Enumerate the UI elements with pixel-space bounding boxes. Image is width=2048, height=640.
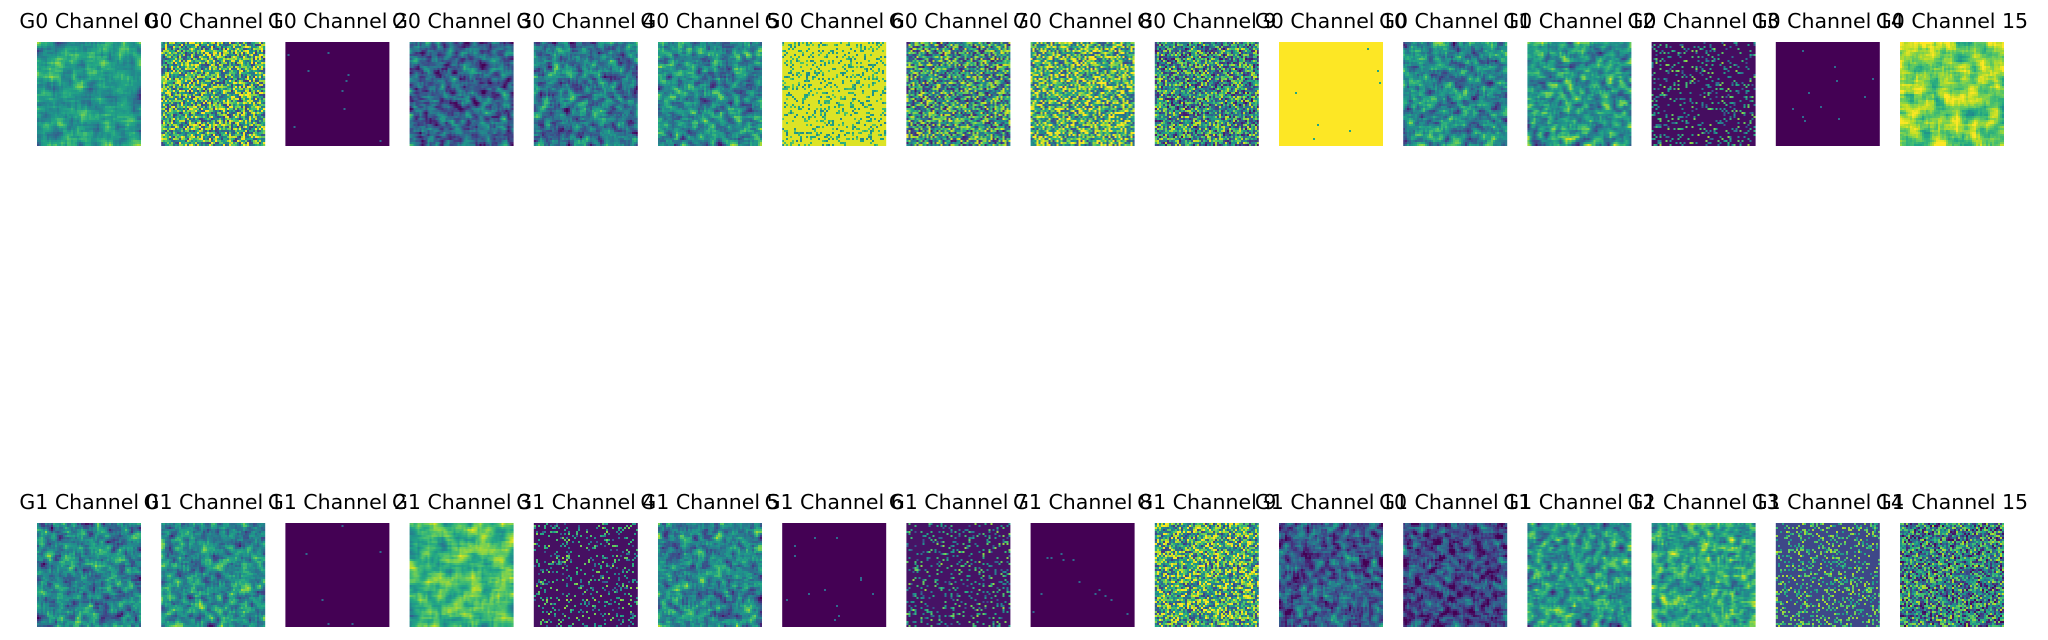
heatmap-panel [1900,42,2004,146]
panel-title: G0 Channel 3 [392,9,531,33]
panel-title: G0 Channel 6 [765,9,904,33]
panel-title: G1 Channel 10 [1255,490,1407,514]
heatmap-panel [1651,42,1756,146]
panel-title: G0 Channel 4 [516,9,655,33]
panel-title: G0 Channel 5 [640,9,779,33]
heatmap-panel [409,42,514,146]
heatmap-panel [1775,523,1880,627]
titles-layer: G0 Channel 0G0 Channel 1G0 Channel 2G0 C… [19,9,2028,514]
panel-title: G0 Channel 1 [144,9,283,33]
panel-title: G1 Channel 7 [889,490,1028,514]
heatmap-panel [906,523,1011,627]
panel-title: G1 Channel 14 [1752,490,1904,514]
heatmap-panel [1154,523,1259,627]
panel-title: G1 Channel 0 [19,490,158,514]
panel-title: G0 Channel 15 [1876,9,2028,33]
panel-title: G0 Channel 12 [1503,9,1655,33]
heatmap-panel [409,523,514,627]
heatmap-panel [1403,42,1508,146]
panel-title: G1 Channel 13 [1627,490,1779,514]
heatmap-panel [1651,523,1756,627]
heatmap-panel [782,523,887,627]
panel-title: G1 Channel 1 [144,490,283,514]
panel-title: G1 Channel 2 [268,490,407,514]
panel-title: G0 Channel 0 [19,9,158,33]
heatmap-panel [533,523,638,627]
heatmap-panel [1030,523,1135,627]
heatmap-panel [906,42,1011,146]
heatmap-panel [658,42,762,146]
panel-title: G0 Channel 7 [889,9,1028,33]
panel-title: G0 Channel 9 [1137,9,1276,33]
panel-title: G1 Channel 3 [392,490,531,514]
heatmap-panel [161,42,266,146]
heatmap-panel [1279,523,1383,627]
heatmap-panel [1900,523,2004,627]
heatmap-panel [1527,523,1632,627]
heatmap-panel [1775,42,1880,146]
panel-title: G0 Channel 14 [1752,9,1904,33]
panel-title: G1 Channel 12 [1503,490,1655,514]
heatmap-panel [37,523,141,627]
heatmap-panel [1154,42,1259,146]
panel-title: G0 Channel 13 [1627,9,1779,33]
panel-title: G0 Channel 2 [268,9,407,33]
heatmap-panel [285,523,390,627]
heatmap-panel [782,42,887,146]
heatmap-panel [1403,523,1508,627]
heatmap-panel [1030,42,1135,146]
panel-title: G1 Channel 9 [1137,490,1276,514]
panel-title: G1 Channel 5 [640,490,779,514]
heatmap-panel [161,523,266,627]
heatmap-panel [37,42,141,146]
panel-title: G1 Channel 11 [1379,490,1531,514]
panel-title: G1 Channel 6 [765,490,904,514]
panel-title: G0 Channel 11 [1379,9,1531,33]
heatmap-panel [1527,42,1632,146]
panel-title: G0 Channel 10 [1255,9,1407,33]
heatmap-panel [1279,42,1383,146]
panel-title: G1 Channel 8 [1013,490,1152,514]
panel-title: G1 Channel 4 [516,490,655,514]
panel-title: G0 Channel 8 [1013,9,1152,33]
heatmap-panel [285,42,390,146]
panel-title: G1 Channel 15 [1876,490,2028,514]
heatmap-panel [533,42,638,146]
heatmap-panel [658,523,762,627]
panels-layer [37,42,2004,627]
